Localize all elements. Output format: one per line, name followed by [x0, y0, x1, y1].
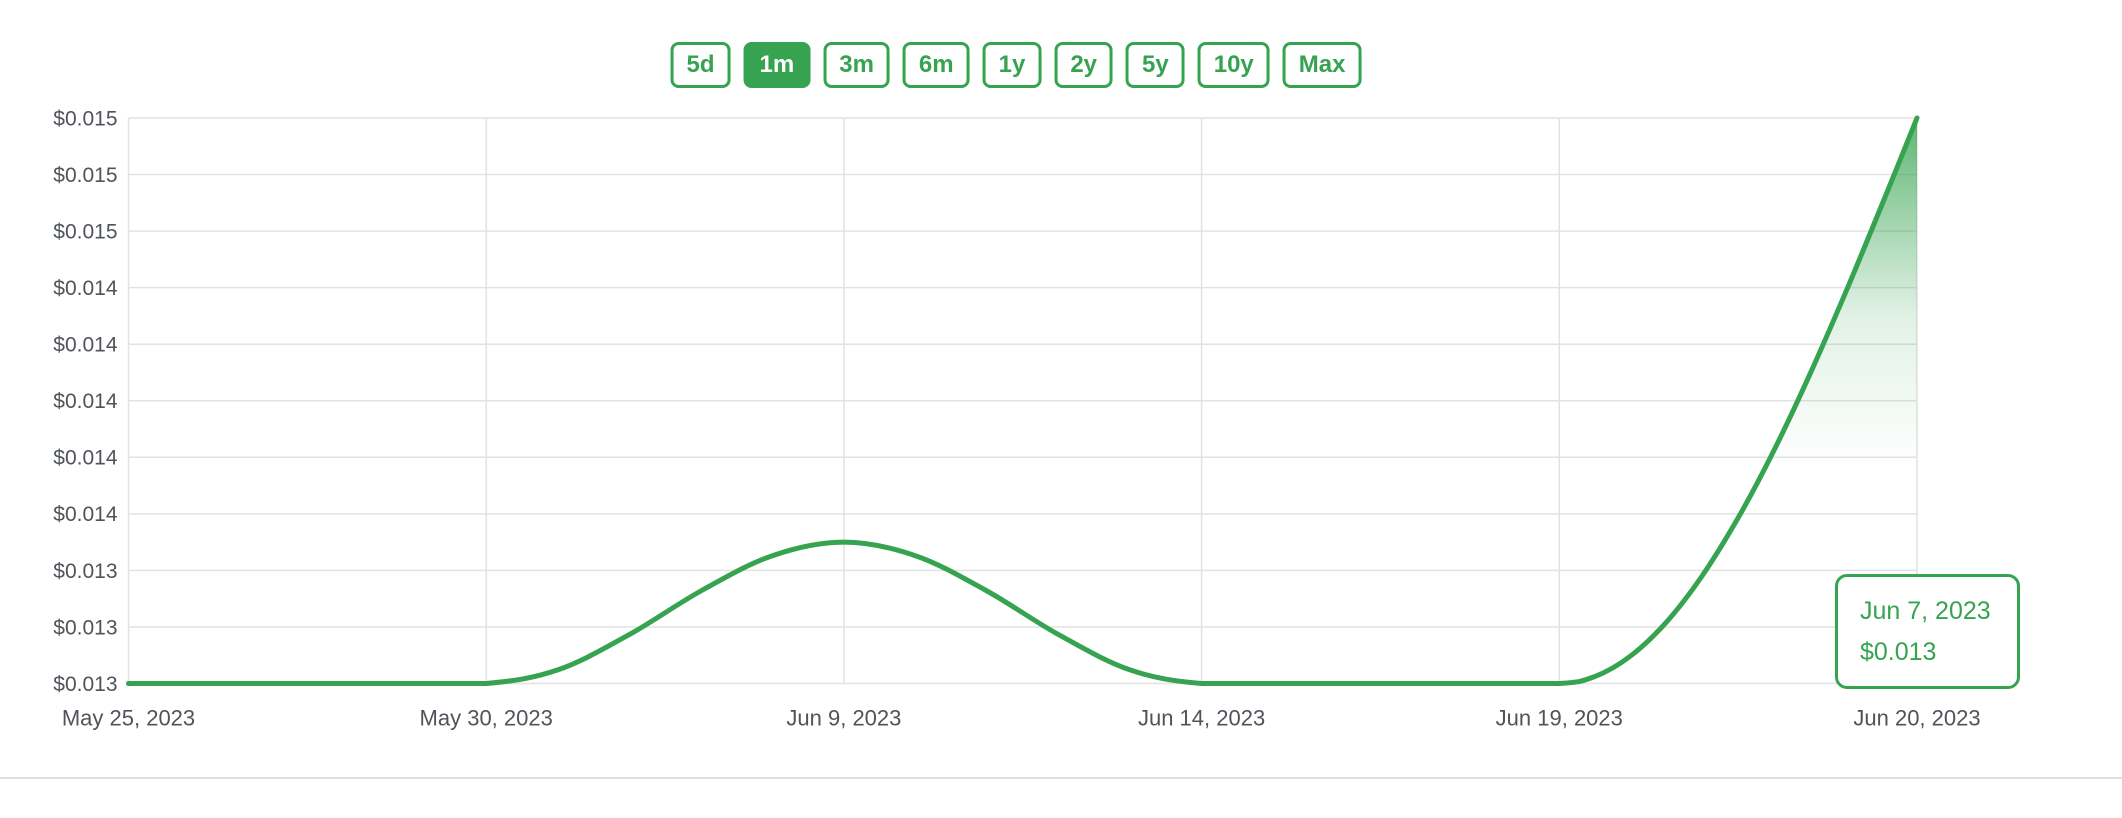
- y-axis-tick-label: $0.015: [53, 164, 117, 187]
- range-button-5y[interactable]: 5y: [1126, 42, 1185, 88]
- x-axis-tick-label: Jun 19, 2023: [1496, 706, 1623, 731]
- time-range-selector: 5d 1m 3m 6m 1y 2y 5y 10y Max: [670, 42, 1362, 88]
- price-area-fill: [128, 118, 1917, 684]
- y-axis-tick-label: $0.013: [53, 673, 117, 696]
- range-button-2y[interactable]: 2y: [1054, 42, 1114, 88]
- range-button-max[interactable]: Max: [1282, 42, 1362, 88]
- range-button-1m[interactable]: 1m: [743, 42, 811, 88]
- tooltip-price: $0.013: [1860, 638, 1937, 666]
- bottom-divider: [0, 777, 2122, 779]
- y-axis-tick-label: $0.014: [53, 334, 118, 357]
- x-axis-tick-label: Jun 14, 2023: [1138, 706, 1265, 731]
- chart-tooltip: Jun 7, 2023 $0.013: [1835, 574, 2020, 689]
- x-axis-tick-label: May 30, 2023: [420, 706, 553, 731]
- tooltip-date: Jun 7, 2023: [1860, 597, 1991, 625]
- range-button-1y[interactable]: 1y: [982, 42, 1042, 88]
- range-button-6m[interactable]: 6m: [902, 42, 970, 88]
- y-axis-tick-label: $0.015: [53, 220, 117, 243]
- price-line: [126, 115, 1920, 687]
- x-axis-tick-label: Jun 20, 2023: [1853, 706, 1980, 731]
- y-axis-tick-label: $0.013: [53, 616, 117, 639]
- y-axis-tick-label: $0.014: [53, 503, 118, 526]
- price-chart[interactable]: $0.015 $0.015 $0.015 $0.014 $0.014 $0.014 $0.0…: [0, 0, 2122, 760]
- range-button-5d[interactable]: 5d: [670, 42, 731, 88]
- y-axis-tick-label: $0.013: [53, 560, 117, 583]
- x-axis-tick-label: May 25, 2023: [62, 706, 195, 731]
- y-axis-tick-label: $0.014: [53, 277, 118, 300]
- range-button-3m[interactable]: 3m: [823, 42, 890, 88]
- x-axis-tick-label: Jun 9, 2023: [786, 706, 901, 731]
- y-axis-tick-label: $0.015: [53, 107, 117, 130]
- range-button-10y[interactable]: 10y: [1197, 42, 1270, 88]
- y-axis-tick-label: $0.014: [53, 447, 118, 470]
- y-axis-tick-label: $0.014: [53, 390, 118, 413]
